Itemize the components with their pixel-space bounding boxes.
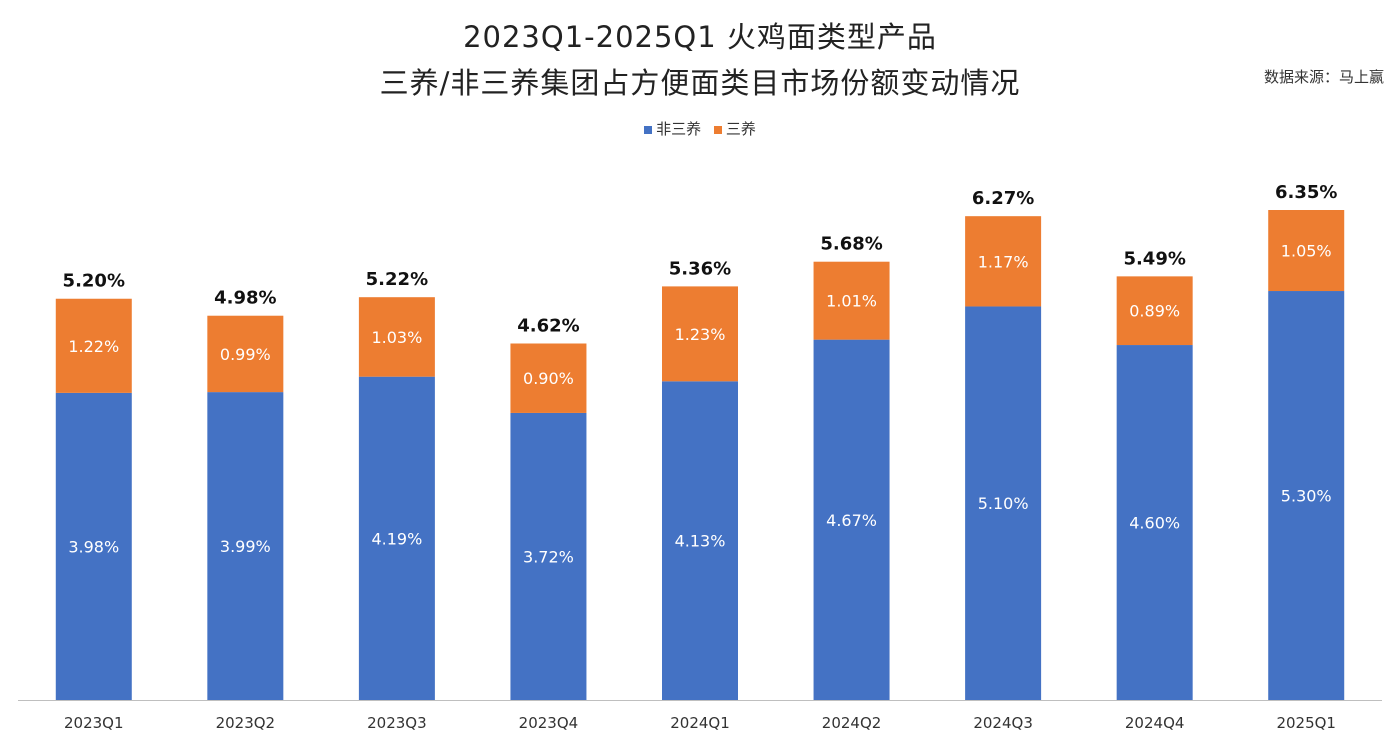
legend-item-non-samyang: 非三养 [644,118,701,139]
data-label-non-samyang-2025Q1: 5.30% [1281,487,1332,506]
x-tick-label-2024Q2: 2024Q2 [822,714,882,732]
legend-swatch-samyang [713,125,722,134]
data-label-samyang-2023Q3: 1.03% [371,328,422,347]
data-label-non-samyang-2024Q4: 4.60% [1129,514,1180,533]
total-label-2023Q3: 5.22% [366,269,428,290]
bar-non-samyang-2024Q2 [813,339,890,700]
bar-non-samyang-2023Q4 [510,412,587,700]
data-label-non-samyang-2023Q2: 3.99% [220,537,271,556]
bar-samyang-2023Q1 [55,298,132,393]
bar-samyang-2024Q4 [1116,276,1193,346]
legend-swatch-non-samyang [644,125,653,134]
legend-label-samyang: 三养 [725,120,756,138]
chart-title-line1: 2023Q1-2025Q1 火鸡面类型产品 [463,20,937,54]
bar-samyang-2023Q3 [358,297,435,377]
total-label-2023Q2: 4.98% [214,288,276,309]
bar-non-samyang-2024Q1 [662,381,738,700]
total-label-2023Q1: 5.20% [63,271,125,292]
data-label-samyang-2024Q2: 1.01% [826,292,877,311]
bar-non-samyang-2023Q2 [207,392,284,700]
data-label-non-samyang-2024Q1: 4.13% [675,532,726,551]
total-label-2024Q2: 5.68% [820,234,882,255]
x-tick-label-2024Q1: 2024Q1 [670,714,730,732]
bar-non-samyang-2025Q1 [1268,291,1345,700]
data-label-non-samyang-2023Q1: 3.98% [68,537,119,556]
bar-samyang-2024Q2 [813,261,890,340]
bar-non-samyang-2023Q3 [358,376,435,700]
bar-non-samyang-2024Q4 [1116,345,1193,700]
data-label-non-samyang-2024Q3: 5.10% [978,494,1029,513]
bar-samyang-2023Q4 [510,343,587,413]
bar-non-samyang-2023Q1 [55,392,132,700]
total-label-2025Q1: 6.35% [1275,182,1337,203]
bar-samyang-2023Q2 [207,315,284,393]
bar-samyang-2025Q1 [1268,210,1345,292]
data-label-samyang-2023Q1: 1.22% [68,337,119,356]
total-label-2024Q3: 6.27% [972,188,1034,209]
data-label-samyang-2024Q1: 1.23% [675,325,726,344]
total-label-2024Q1: 5.36% [669,258,731,279]
x-tick-label-2024Q3: 2024Q3 [973,714,1033,732]
total-label-2024Q4: 5.49% [1123,248,1185,269]
data-label-samyang-2024Q4: 0.89% [1129,302,1180,321]
data-label-non-samyang-2023Q3: 4.19% [371,529,422,548]
bar-non-samyang-2024Q3 [965,306,1042,700]
bar-samyang-2024Q1 [662,286,738,382]
data-label-samyang-2023Q4: 0.90% [523,369,574,388]
total-label-2023Q4: 4.62% [517,315,579,336]
data-label-samyang-2023Q2: 0.99% [220,345,271,364]
chart-legend: 非三养 三养 [0,118,1400,139]
x-tick-label-2025Q1: 2025Q1 [1276,714,1336,732]
data-source-note: 数据来源：马上赢 [1263,68,1384,86]
legend-item-samyang: 三养 [713,118,756,139]
data-label-non-samyang-2023Q4: 3.72% [523,547,574,566]
x-tick-label-2023Q2: 2023Q2 [216,714,276,732]
legend-label-non-samyang: 非三养 [656,120,702,138]
x-tick-label-2023Q1: 2023Q1 [64,714,124,732]
x-tick-label-2024Q4: 2024Q4 [1125,714,1185,732]
data-label-samyang-2024Q3: 1.17% [978,252,1029,271]
data-label-samyang-2025Q1: 1.05% [1281,242,1332,261]
chart-title-line2: 三养/非三养集团占方便面类目市场份额变动情况 [379,66,1021,100]
x-tick-label-2023Q3: 2023Q3 [367,714,427,732]
x-tick-label-2023Q4: 2023Q4 [519,714,579,732]
bar-samyang-2024Q3 [965,216,1042,307]
data-label-non-samyang-2024Q2: 4.67% [826,511,877,530]
